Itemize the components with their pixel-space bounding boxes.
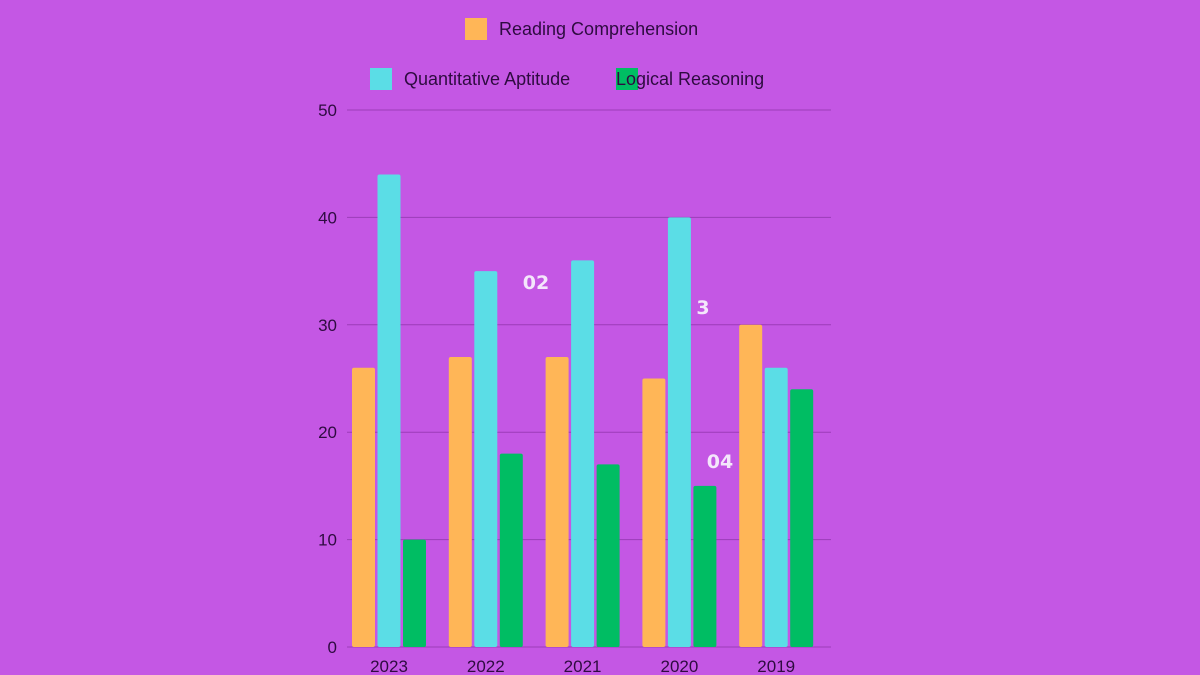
legend-item-reading-comprehension: Reading Comprehension [465, 18, 698, 40]
bar-reading-comprehension [739, 324, 763, 647]
y-tick-label: 40 [318, 208, 337, 227]
x-tick-label: 2023 [370, 657, 408, 675]
legend-item-logical-reasoning: Logical Reasoning [616, 68, 764, 90]
y-tick-label: 10 [318, 531, 337, 550]
y-tick-label: 50 [318, 101, 337, 120]
legend-label: Reading Comprehension [499, 18, 699, 39]
bar-logical-reasoning [596, 464, 620, 647]
y-tick-label: 0 [328, 638, 337, 657]
bar-quantitative-aptitude [474, 271, 498, 647]
x-tick-label: 2021 [564, 657, 602, 675]
bar-quantitative-aptitude [571, 260, 595, 647]
legend-label: Quantitative Aptitude [404, 68, 571, 89]
bar-logical-reasoning [499, 453, 523, 647]
annotation-text: 04 [707, 451, 733, 473]
bar-quantitative-aptitude [764, 367, 788, 647]
legend-swatch [465, 18, 487, 40]
bar-reading-comprehension [448, 357, 472, 647]
x-tick-label: 2019 [757, 657, 795, 675]
bar-reading-comprehension [642, 378, 666, 647]
bar-reading-comprehension [545, 357, 569, 647]
legend-item-quantitative-aptitude: Quantitative Aptitude [370, 68, 570, 90]
legend-swatch [370, 68, 392, 90]
bar-quantitative-aptitude [667, 217, 691, 647]
x-tick-label: 2020 [660, 657, 698, 675]
bar-logical-reasoning [790, 389, 814, 647]
x-tick-label: 2022 [467, 657, 505, 675]
y-tick-label: 30 [318, 316, 337, 335]
legend-swatch [616, 68, 638, 90]
annotation-text: 3 [696, 297, 709, 319]
bar-logical-reasoning [693, 485, 717, 647]
annotation-text: 02 [523, 272, 549, 294]
bar-quantitative-aptitude [377, 174, 401, 647]
y-tick-label: 20 [318, 423, 337, 442]
bar-logical-reasoning [403, 539, 426, 647]
legend-label: Logical Reasoning [616, 68, 765, 89]
bar-reading-comprehension [352, 367, 375, 647]
